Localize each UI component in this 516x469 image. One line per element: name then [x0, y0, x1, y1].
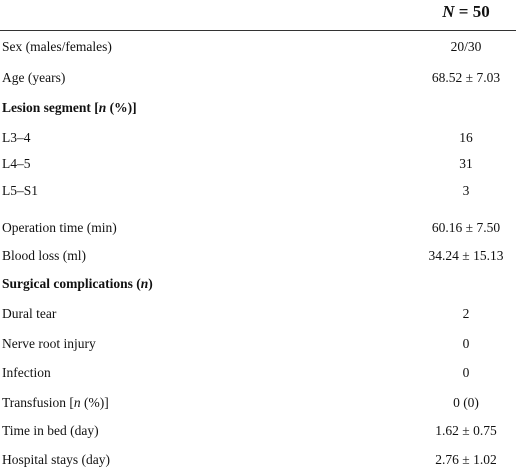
- row-value: 1.62 ± 0.75: [435, 423, 497, 438]
- text-segment: Sex (males/females): [2, 39, 112, 54]
- row-value: 60.16 ± 7.50: [431, 220, 501, 235]
- row-label: Blood loss (ml): [2, 247, 86, 265]
- text-segment: N: [442, 2, 455, 21]
- row-label: Operation time (min): [2, 219, 117, 237]
- row-label: Age (years): [2, 69, 65, 87]
- row-value: 20/30: [450, 39, 482, 54]
- text-segment: Dural tear: [2, 306, 57, 321]
- row-label: Transfusion [n (%)]: [2, 394, 109, 412]
- row-value: 0 (0): [453, 395, 479, 410]
- row-label: L3–4: [2, 129, 31, 147]
- header-rule: [0, 30, 516, 31]
- text-segment: L3–4: [2, 130, 31, 145]
- text-segment: L5–S1: [2, 183, 39, 198]
- text-segment: ): [148, 276, 153, 291]
- text-segment: Lesion segment [: [2, 100, 99, 115]
- text-segment: Transfusion [: [2, 395, 74, 410]
- row-value: 68.52 ± 7.03: [431, 70, 501, 85]
- row-label: Hospital stays (day): [2, 451, 110, 469]
- text-segment: Age (years): [2, 70, 66, 85]
- column-header: N = 50: [442, 2, 489, 22]
- row-label: Dural tear: [2, 305, 56, 323]
- row-label: L5–S1: [2, 182, 38, 200]
- text-segment: = 50: [454, 2, 490, 21]
- group-heading: Lesion segment [n (%)]: [2, 99, 137, 117]
- row-value: 31: [459, 156, 473, 171]
- text-segment: n: [140, 276, 149, 291]
- text-segment: Hospital stays (day): [2, 452, 110, 467]
- text-segment: (%)]: [80, 395, 109, 410]
- text-segment: Nerve root injury: [2, 336, 96, 351]
- row-label: Sex (males/females): [2, 38, 112, 56]
- row-label: Time in bed (day): [2, 422, 99, 440]
- row-label: Nerve root injury: [2, 335, 96, 353]
- text-segment: Surgical complications (: [2, 276, 141, 291]
- row-value: 0: [462, 365, 470, 380]
- row-value: 0: [462, 336, 470, 351]
- row-label: Infection: [2, 364, 51, 382]
- group-heading: Surgical complications (n): [2, 275, 153, 293]
- text-segment: Infection: [2, 365, 51, 380]
- row-value: 3: [462, 183, 470, 198]
- row-value: 16: [459, 130, 473, 145]
- text-segment: L4–5: [2, 156, 31, 171]
- text-segment: n: [98, 100, 107, 115]
- row-value: 34.24 ± 15.13: [428, 248, 504, 263]
- row-value: 2.76 ± 1.02: [435, 452, 497, 467]
- text-segment: Blood loss (ml): [2, 248, 87, 263]
- row-label: L4–5: [2, 155, 31, 173]
- text-segment: Time in bed (day): [2, 423, 99, 438]
- row-value: 2: [462, 306, 470, 321]
- text-segment: (%)]: [106, 100, 137, 115]
- text-segment: Operation time (min): [2, 220, 117, 235]
- text-segment: n: [73, 395, 81, 410]
